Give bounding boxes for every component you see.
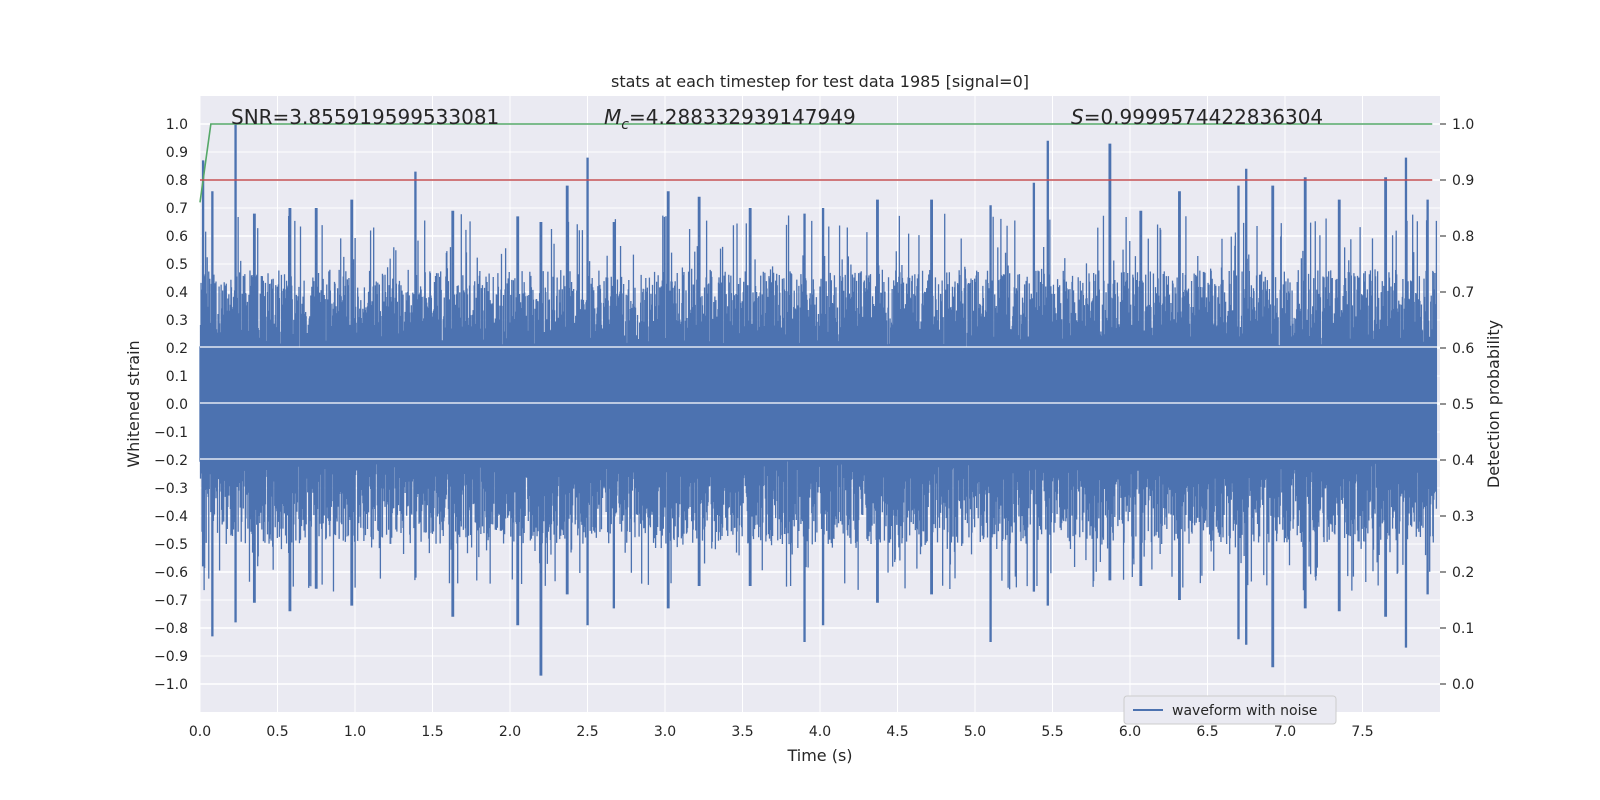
y-tick-label: −0.1 <box>154 425 188 441</box>
y-tick-label: 0.2 <box>166 341 188 357</box>
y2-tick-label: 0.5 <box>1452 397 1474 413</box>
y-tick-label: 1.0 <box>166 117 188 133</box>
y-tick-label: −0.4 <box>154 509 188 525</box>
y-tick-label: 0.5 <box>166 257 188 273</box>
y2-tick-label: 0.7 <box>1452 285 1474 301</box>
x-tick-label: 0.5 <box>266 724 288 740</box>
y-tick-label: −0.6 <box>154 565 188 581</box>
x-tick-label: 1.5 <box>421 724 443 740</box>
y-tick-label: 0.6 <box>166 229 188 245</box>
x-tick-label: 2.0 <box>499 724 521 740</box>
y2-tick-label: 0.8 <box>1452 229 1474 245</box>
y-tick-label: −1.0 <box>154 677 188 693</box>
y2-tick-label: 0.1 <box>1452 621 1474 637</box>
waveform-core-band <box>200 348 1437 460</box>
y2-tick-label: 0.3 <box>1452 509 1474 525</box>
y-tick-label: 0.3 <box>166 313 188 329</box>
plot-area <box>199 123 1440 676</box>
y-tick-label: −0.7 <box>154 593 188 609</box>
x-tick-label: 6.0 <box>1119 724 1141 740</box>
x-tick-label: 7.0 <box>1274 724 1296 740</box>
y-tick-label: 0.0 <box>166 397 188 413</box>
y-tick-label: 0.8 <box>166 173 188 189</box>
chart-title: stats at each timestep for test data 198… <box>611 72 1029 91</box>
y-tick-label: −0.3 <box>154 481 188 497</box>
y-tick-label: −0.8 <box>154 621 188 637</box>
x-tick-label: 6.5 <box>1196 724 1218 740</box>
x-tick-label: 5.5 <box>1041 724 1063 740</box>
y-tick-label: 0.4 <box>166 285 188 301</box>
score-annotation: S=0.9999574422836304 <box>1071 105 1323 129</box>
y-tick-label: 0.9 <box>166 145 188 161</box>
x-tick-label: 2.5 <box>576 724 598 740</box>
y2-tick-label: 0.2 <box>1452 565 1474 581</box>
y-tick-label: −0.2 <box>154 453 188 469</box>
legend-box <box>1123 695 1337 725</box>
series-detection-probability <box>199 123 1433 203</box>
chirp-mass-annotation: Mc=4.288332939147949 <box>604 105 856 133</box>
y-axis-ticks: 1.0 0.9 0.8 0.7 0.6 0.5 0.4 0.3 0.2 0.1 0.0 −0.1 −0.… <box>154 117 188 693</box>
legend-label: waveform with noise <box>1172 703 1317 719</box>
x-axis-ticks: 0.0 0.5 1.0 1.5 2.0 2.5 3.0 3.5 4.0 4.5 5.0 5.5 6.0 6… <box>189 724 1374 740</box>
x-axis-label: Time (s) <box>786 746 852 765</box>
y2-axis-ticks: 1.0 0.9 0.8 0.7 0.6 0.5 0.4 0.3 0.2 0.1 0.0 <box>1440 117 1474 693</box>
y2-tick-label: 0.0 <box>1452 677 1474 693</box>
x-tick-label: 0.0 <box>189 724 211 740</box>
y2-tick-label: 0.9 <box>1452 173 1474 189</box>
y-axis-label: Whitened strain <box>124 340 143 467</box>
x-tick-label: 3.5 <box>731 724 753 740</box>
y-tick-label: −0.5 <box>154 537 188 553</box>
y2-tick-label: 0.4 <box>1452 453 1474 469</box>
x-tick-label: 7.5 <box>1351 724 1373 740</box>
x-tick-label: 4.5 <box>886 724 908 740</box>
x-tick-label: 1.0 <box>344 724 366 740</box>
x-tick-label: 5.0 <box>964 724 986 740</box>
y-tick-label: 0.7 <box>166 201 188 217</box>
legend: waveform with noise <box>1123 695 1337 725</box>
x-tick-label: 3.0 <box>654 724 676 740</box>
y-tick-label: 0.1 <box>166 369 188 385</box>
x-tick-label: 4.0 <box>809 724 831 740</box>
snr-annotation: SNR=3.855919599533081 <box>231 105 499 129</box>
y2-tick-label: 0.6 <box>1452 341 1474 357</box>
y2-axis-label: Detection probability <box>1484 320 1503 488</box>
y-tick-label: −0.9 <box>154 649 188 665</box>
y2-tick-label: 1.0 <box>1452 117 1474 133</box>
